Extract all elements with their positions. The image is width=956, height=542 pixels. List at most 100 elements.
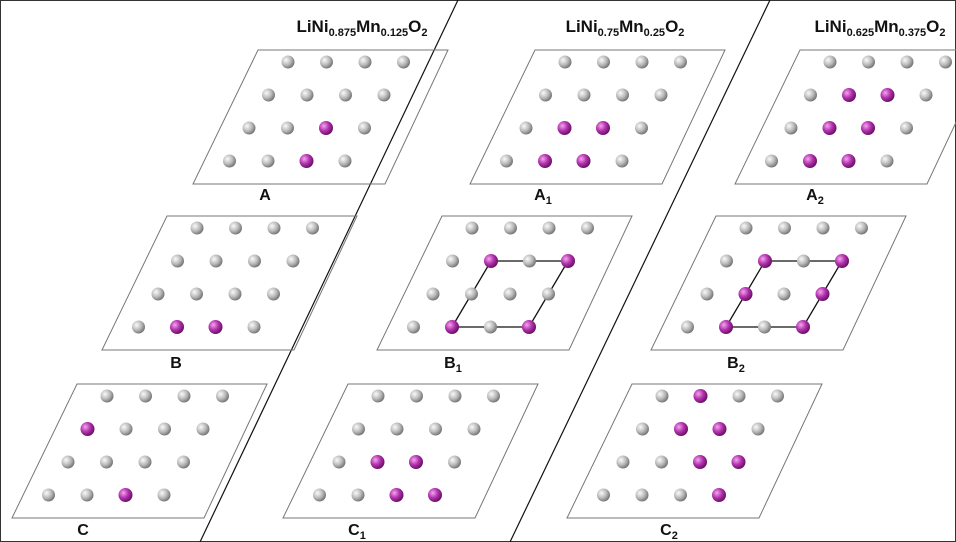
divider bbox=[199, 0, 459, 542]
mn-atom bbox=[693, 389, 708, 403]
ni-atom bbox=[539, 88, 552, 102]
supercell-panel: C2 bbox=[566, 383, 823, 542]
ni-atom bbox=[674, 55, 687, 69]
ni-atom bbox=[542, 221, 556, 235]
mn-atom bbox=[880, 88, 895, 102]
ni-atom bbox=[151, 287, 165, 301]
ni-atom bbox=[157, 488, 171, 502]
mn-atom bbox=[409, 455, 423, 469]
ni-atom bbox=[242, 121, 256, 135]
panel-label: A1 bbox=[534, 187, 552, 207]
ni-atom bbox=[558, 55, 572, 69]
formula: LiNi0.875Mn0.125O2 bbox=[296, 17, 427, 39]
supercell-panel: B1 bbox=[376, 215, 633, 375]
ni-atom bbox=[804, 88, 817, 102]
mn-atom bbox=[484, 254, 498, 268]
subscript: 0.625 bbox=[847, 27, 875, 39]
panel-letter: B bbox=[444, 355, 456, 372]
ni-atom bbox=[410, 389, 423, 403]
ni-atom bbox=[616, 88, 629, 102]
ni-atom bbox=[778, 221, 791, 235]
ni-atom bbox=[503, 287, 517, 301]
mn-atom bbox=[712, 422, 727, 436]
subscript: 2 bbox=[421, 27, 427, 39]
ni-atom bbox=[267, 221, 281, 235]
formula-part: Mn bbox=[619, 17, 644, 36]
panel-letter: A bbox=[534, 187, 546, 204]
panel-label: C2 bbox=[660, 522, 678, 542]
mn-atom bbox=[719, 320, 733, 334]
ni-atom bbox=[228, 287, 242, 301]
subscript: 1 bbox=[360, 530, 366, 542]
ni-atom bbox=[900, 55, 914, 69]
mn-atom bbox=[841, 154, 856, 168]
ni-atom bbox=[655, 455, 668, 469]
ni-atom bbox=[352, 422, 365, 436]
divider bbox=[509, 0, 771, 542]
formula-part: O bbox=[926, 17, 939, 36]
ni-atom bbox=[720, 254, 733, 268]
mn-atom bbox=[712, 488, 726, 502]
ni-atom bbox=[196, 422, 210, 436]
ni-atom bbox=[523, 254, 536, 268]
panel-label: C bbox=[77, 522, 89, 539]
ni-atom bbox=[248, 254, 261, 268]
ni-atom bbox=[100, 389, 114, 403]
ni-atom bbox=[300, 88, 314, 102]
formula-part: O bbox=[408, 17, 421, 36]
formula-part: LiNi bbox=[296, 17, 328, 36]
ni-atom bbox=[281, 121, 294, 135]
subscript: 0.25 bbox=[644, 27, 665, 39]
ni-atom bbox=[261, 154, 275, 168]
panel-letter: B bbox=[170, 355, 182, 372]
ni-atom bbox=[448, 455, 461, 469]
ni-atom bbox=[581, 221, 594, 235]
mn-atom bbox=[861, 121, 875, 135]
subscript: 0.875 bbox=[329, 27, 357, 39]
ni-atom bbox=[190, 287, 203, 301]
mn-atom bbox=[522, 320, 536, 334]
ni-atom bbox=[80, 488, 94, 502]
ni-atom bbox=[681, 320, 694, 334]
supercell-panel: A bbox=[192, 49, 449, 204]
cell-outline bbox=[11, 383, 268, 519]
ni-atom bbox=[390, 422, 404, 436]
panel-label: A2 bbox=[806, 187, 824, 207]
ni-atom bbox=[216, 389, 229, 403]
subscript: 1 bbox=[546, 195, 552, 207]
ni-atom bbox=[338, 154, 352, 168]
ni-atom bbox=[332, 455, 346, 469]
ni-atom bbox=[281, 55, 295, 69]
ni-atom bbox=[247, 320, 261, 334]
formula: LiNi0.75Mn0.25O2 bbox=[566, 17, 685, 39]
ni-atom bbox=[880, 154, 894, 168]
ni-atom bbox=[139, 389, 152, 403]
panel-letter: C bbox=[77, 522, 89, 539]
ni-atom bbox=[823, 55, 837, 69]
mn-atom bbox=[842, 88, 856, 102]
mn-atom bbox=[815, 287, 830, 301]
ni-atom bbox=[855, 221, 868, 235]
mn-atom bbox=[561, 254, 575, 268]
subscript: 0.75 bbox=[598, 27, 619, 39]
ni-atom bbox=[519, 121, 533, 135]
mn-atom bbox=[731, 455, 746, 469]
ni-atom bbox=[397, 55, 410, 69]
ni-atom bbox=[61, 455, 75, 469]
subscript: 2 bbox=[672, 530, 678, 542]
formula-part: O bbox=[665, 17, 678, 36]
mn-atom bbox=[80, 422, 95, 436]
supercell-panel: C1 bbox=[282, 383, 539, 542]
ni-atom bbox=[500, 154, 513, 168]
ni-atom bbox=[784, 121, 798, 135]
ni-atom bbox=[229, 221, 242, 235]
formula: LiNi0.625Mn0.375O2 bbox=[814, 17, 945, 39]
mn-atom bbox=[170, 320, 184, 334]
formula-part: Mn bbox=[874, 17, 899, 36]
cell-outline bbox=[469, 49, 726, 185]
supercell-panel: A2 bbox=[734, 49, 956, 207]
ni-atom bbox=[597, 55, 610, 69]
ni-atom bbox=[351, 488, 365, 502]
supercell-panel: A1 bbox=[469, 49, 726, 207]
